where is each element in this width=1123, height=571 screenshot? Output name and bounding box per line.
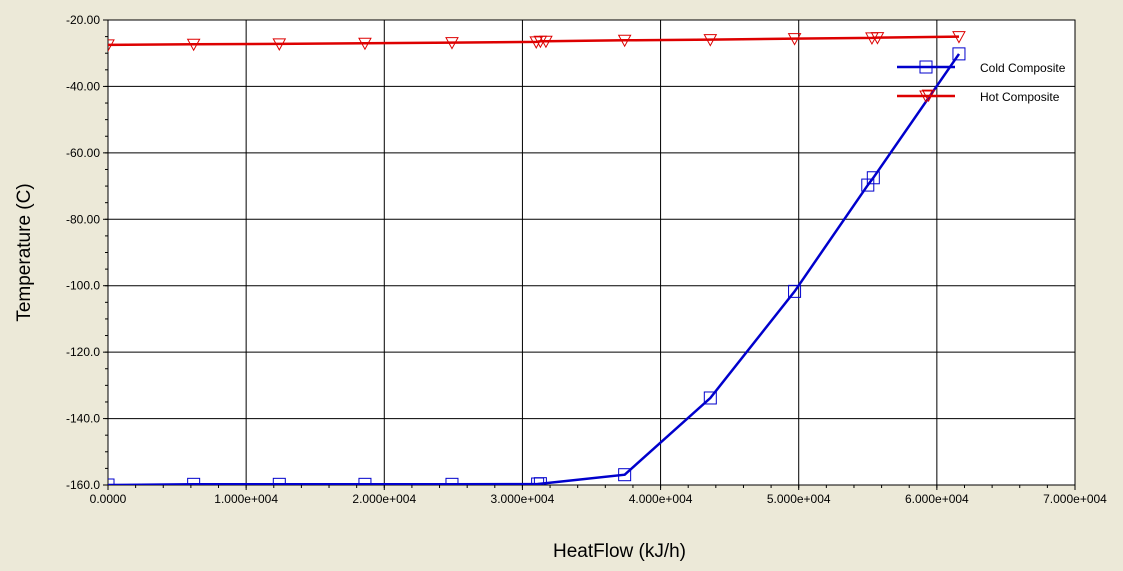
y-tick-label: -20.00 bbox=[66, 13, 100, 27]
legend-swatch-marker bbox=[919, 90, 933, 104]
data-point bbox=[703, 34, 718, 47]
x-tick-label: 6.000e+004 bbox=[905, 492, 969, 506]
series-cold-composite bbox=[108, 47, 966, 485]
y-tick-label: -40.00 bbox=[66, 79, 100, 93]
data-point bbox=[788, 284, 802, 298]
data-point bbox=[358, 37, 372, 51]
data-point bbox=[866, 171, 880, 185]
data-point bbox=[445, 477, 459, 485]
data-point bbox=[272, 477, 286, 485]
legend-label: Hot Composite bbox=[980, 90, 1060, 104]
data-point bbox=[787, 33, 802, 46]
data-point bbox=[187, 477, 201, 485]
legend: Cold Composite Hot Composite bbox=[897, 60, 1066, 104]
data-point bbox=[617, 34, 632, 48]
data-point bbox=[108, 39, 115, 52]
series-line bbox=[108, 53, 961, 485]
x-tick-label: 7.000e+004 bbox=[1043, 492, 1107, 506]
y-tick-label: -140.0 bbox=[66, 412, 100, 426]
data-point bbox=[539, 35, 553, 49]
data-point bbox=[952, 47, 966, 61]
y-tick-label: -60.00 bbox=[66, 146, 100, 160]
data-point bbox=[533, 477, 547, 485]
x-tick-label: 5.000e+004 bbox=[767, 492, 831, 506]
data-point bbox=[870, 32, 885, 45]
data-point bbox=[445, 37, 459, 50]
data-point bbox=[358, 477, 372, 485]
y-tick-label: -160.0 bbox=[66, 478, 100, 492]
x-tick-label: 2.000e+004 bbox=[352, 492, 416, 506]
data-point bbox=[618, 468, 632, 482]
x-tick-label: 4.000e+004 bbox=[629, 492, 693, 506]
x-tick-label: 0.0000 bbox=[90, 492, 127, 506]
legend-swatch-marker bbox=[919, 60, 933, 74]
data-point bbox=[272, 38, 287, 51]
x-tick-label: 3.000e+004 bbox=[491, 492, 555, 506]
y-axis-label: Temperature (C) bbox=[14, 183, 35, 321]
legend-label: Cold Composite bbox=[980, 61, 1066, 75]
data-point bbox=[952, 31, 966, 44]
x-axis-label: HeatFlow (kJ/h) bbox=[553, 541, 686, 562]
data-point bbox=[186, 38, 201, 52]
series-hot-composite bbox=[108, 31, 966, 103]
data-point bbox=[529, 36, 544, 49]
data-point bbox=[703, 391, 717, 405]
plot-area bbox=[107, 19, 1076, 486]
y-tick-label: -80.00 bbox=[66, 212, 100, 226]
y-tick-label: -120.0 bbox=[66, 345, 100, 359]
x-tick-label: 1.000e+004 bbox=[214, 492, 278, 506]
y-tick-label: -100.0 bbox=[66, 279, 100, 293]
